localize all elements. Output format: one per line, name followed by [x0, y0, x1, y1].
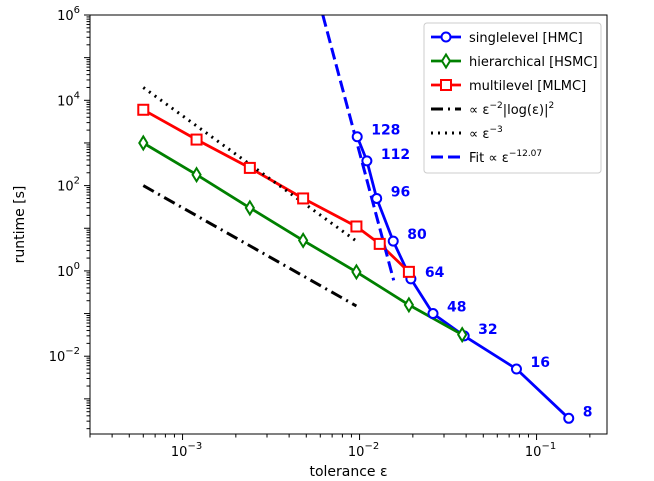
x-tick-label: 10−1: [525, 441, 556, 460]
series-1-marker: [138, 134, 149, 152]
series-markers: [137, 103, 575, 424]
series-1-marker: [191, 166, 202, 184]
series-2-marker: [243, 161, 256, 174]
series-line-3: [142, 184, 358, 308]
y-tick-label: 10−2: [49, 346, 80, 365]
legend-label: hierarchical [HSMC]: [469, 55, 598, 70]
series-0-marker: [361, 155, 373, 167]
y-axis-label: runtime [s]: [12, 186, 28, 264]
point-label: 80: [407, 227, 427, 243]
series-2-marker: [402, 265, 415, 278]
point-label: 112: [381, 147, 410, 163]
series-1-marker: [351, 263, 362, 281]
point-labels: 128 112 96 80 64 48 32 16 8: [371, 123, 592, 421]
point-label: 128: [371, 123, 400, 139]
series-1-marker: [403, 296, 415, 314]
legend: singlelevel [HMC] hierarchical [HSMC] mult…: [423, 22, 602, 174]
plot-area-frame: [89, 14, 608, 435]
x-tick-label: 10−2: [348, 441, 379, 460]
series-2-marker: [297, 192, 310, 205]
legend-label: multilevel [MLMC]: [469, 79, 586, 94]
series-1-marker: [457, 326, 468, 344]
point-label: 64: [425, 265, 445, 281]
legend-marker: [440, 31, 452, 43]
series-0-marker: [387, 235, 399, 247]
series-1-marker: [297, 231, 309, 249]
series-1-marker: [244, 199, 256, 217]
series-line-5: [321, 15, 396, 281]
series-2-marker: [373, 237, 386, 250]
legend-label: ∝ ε−3: [469, 125, 503, 142]
series-0-marker: [371, 192, 383, 204]
legend-marker: [440, 79, 452, 91]
legend-label: singlelevel [HMC]: [469, 31, 583, 46]
series-0-marker: [427, 308, 439, 320]
y-tick-label: 106: [57, 5, 80, 24]
x-tick-label: 10−3: [171, 441, 202, 460]
series-2-marker: [137, 103, 150, 116]
point-label: 16: [530, 355, 549, 371]
series-line-0: [355, 136, 570, 420]
series-0-marker: [563, 412, 575, 424]
point-label: 8: [583, 404, 593, 420]
legend-label: Fit ∝ ε−12.07: [469, 149, 542, 166]
y-tick-label: 104: [57, 90, 80, 109]
legend-marker: [440, 52, 452, 70]
series-0-marker: [351, 131, 363, 143]
series-0-marker: [510, 363, 522, 375]
series-2-marker: [350, 220, 363, 233]
axis-ticks: 10−3 10−2 10−1 10−2 100 102 104 106: [49, 5, 591, 460]
legend-box: [423, 22, 602, 174]
point-label: 96: [391, 184, 410, 200]
legend-label: ∝ ε−2|log(ε)|2: [469, 101, 554, 118]
point-label: 32: [478, 322, 497, 338]
point-label: 48: [447, 300, 466, 316]
y-tick-label: 100: [57, 261, 80, 280]
y-tick-label: 102: [57, 176, 80, 195]
x-axis-label: tolerance ε: [309, 464, 387, 480]
series-line-4: [142, 86, 358, 243]
series-2-marker: [190, 133, 203, 146]
